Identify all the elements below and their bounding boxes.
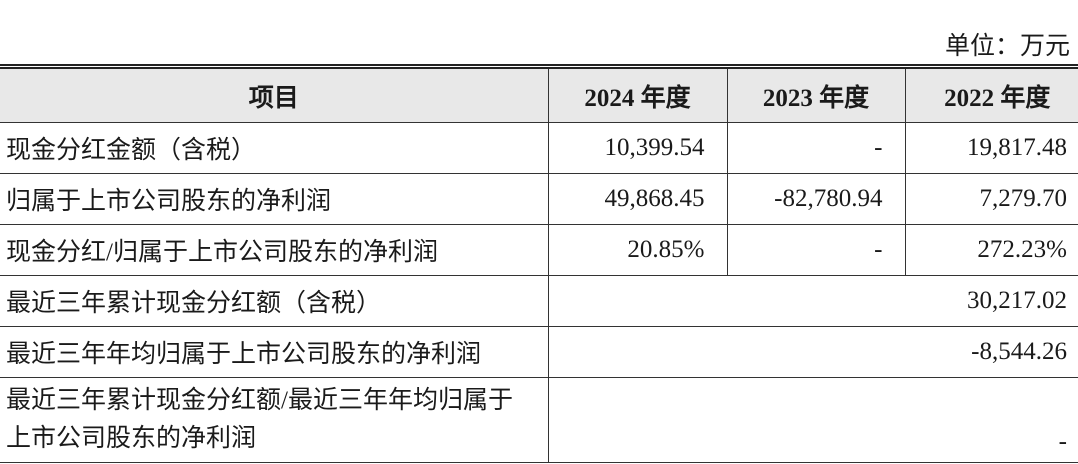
header-row: 项目 2024 年度 2023 年度 2022 年度 xyxy=(0,66,1078,123)
row-label: 最近三年年均归属于上市公司股东的净利润 xyxy=(0,326,549,378)
row-label: 最近三年累计现金分红额（含税） xyxy=(0,275,549,327)
cell-2024: 49,868.45 xyxy=(547,173,728,225)
summary-value: 30,217.02 xyxy=(547,275,1078,327)
row-label: 最近三年累计现金分红额/最近三年年均归属于上市公司股东的净利润 xyxy=(0,377,549,463)
header-2024: 2024 年度 xyxy=(547,66,728,123)
table-row: 现金分红/归属于上市公司股东的净利润 20.85% - 272.23% xyxy=(0,224,1078,276)
header-item: 项目 xyxy=(0,66,549,123)
row-label: 现金分红金额（含税） xyxy=(0,122,549,174)
summary-row: 最近三年累计现金分红额/最近三年年均归属于上市公司股东的净利润 - xyxy=(0,377,1078,463)
cell-2023: - xyxy=(726,122,906,174)
cell-2023: -82,780.94 xyxy=(726,173,906,225)
cell-2022: 7,279.70 xyxy=(904,173,1078,225)
cell-2023: - xyxy=(726,224,906,276)
row-label: 归属于上市公司股东的净利润 xyxy=(0,173,549,225)
header-2023: 2023 年度 xyxy=(726,66,906,123)
unit-label: 单位：万元 xyxy=(944,33,1070,60)
row-label: 现金分红/归属于上市公司股东的净利润 xyxy=(0,224,549,276)
cell-2024: 20.85% xyxy=(547,224,728,276)
summary-row: 最近三年累计现金分红额（含税） 30,217.02 xyxy=(0,275,1078,327)
summary-value: - xyxy=(547,377,1078,463)
table-row: 现金分红金额（含税） 10,399.54 - 19,817.48 xyxy=(0,122,1078,174)
summary-value: -8,544.26 xyxy=(547,326,1078,378)
cell-2022: 19,817.48 xyxy=(904,122,1078,174)
table-row: 归属于上市公司股东的净利润 49,868.45 -82,780.94 7,279… xyxy=(0,173,1078,225)
summary-row: 最近三年年均归属于上市公司股东的净利润 -8,544.26 xyxy=(0,326,1078,378)
header-2022: 2022 年度 xyxy=(904,66,1078,123)
dividend-table: 项目 2024 年度 2023 年度 2022 年度 现金分红金额（含税） 10… xyxy=(0,64,1078,463)
cell-2024: 10,399.54 xyxy=(547,122,728,174)
cell-2022: 272.23% xyxy=(904,224,1078,276)
